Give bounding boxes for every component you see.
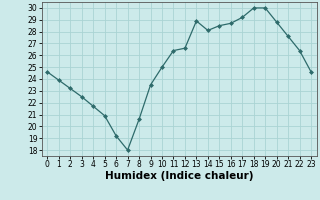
X-axis label: Humidex (Indice chaleur): Humidex (Indice chaleur) [105, 171, 253, 181]
